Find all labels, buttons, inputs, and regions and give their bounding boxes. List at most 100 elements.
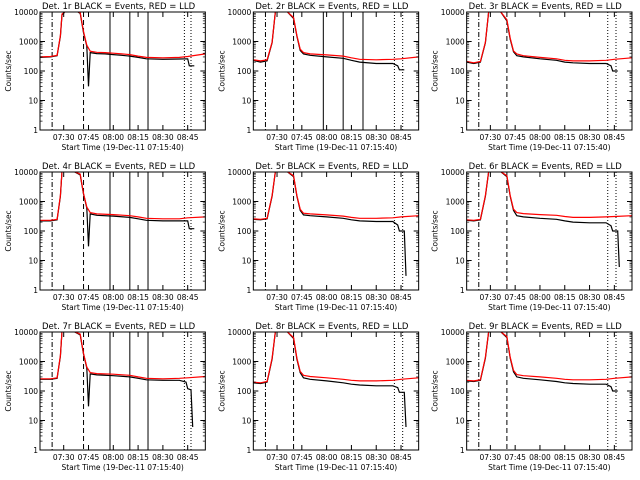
- chart-panel-9: 1 10 100 1000 10000 07:30 07:45 08:00 08:15 08:30…: [431, 322, 633, 472]
- x-tick-label: 08:00: [529, 453, 551, 462]
- y-tick-label: 10000: [227, 168, 251, 177]
- x-tick-label: 08:45: [604, 293, 626, 302]
- x-tick-label: 08:15: [341, 453, 363, 462]
- x-axis-label: Start Time (19-Dec-11 07:15:40): [61, 463, 183, 472]
- series-lld-line: [40, 332, 206, 380]
- x-tick-label: 08:30: [152, 133, 174, 142]
- plot-area: [466, 12, 632, 130]
- x-tick-label: 07:30: [480, 453, 502, 462]
- plot-frame: [466, 11, 633, 131]
- plot-area: [40, 332, 206, 450]
- x-tick-label: 07:30: [53, 453, 75, 462]
- x-tick-label: 08:45: [177, 293, 199, 302]
- plot-area: [40, 12, 206, 130]
- series-lld-line: [253, 12, 419, 62]
- y-tick-label: 10: [242, 417, 252, 426]
- y-axis-label: Counts/sec: [4, 50, 13, 91]
- x-tick-label: 08:15: [341, 133, 363, 142]
- y-tick-label: 10: [455, 257, 465, 266]
- chart-panel-7: 1 10 100 1000 10000 07:30 07:45 08:00 08:15 08:30…: [4, 322, 206, 472]
- y-tick-label: 1000: [19, 198, 38, 207]
- plot-area: [253, 12, 419, 130]
- series-lld-line: [253, 332, 419, 384]
- chart-panel-3: 1 10 100 1000 10000 07:30 07:45 08:00 08:15 08:30…: [431, 2, 633, 152]
- x-tick-label: 08:00: [102, 293, 124, 302]
- x-tick-label: 07:30: [53, 293, 75, 302]
- plot-frame: [252, 11, 420, 131]
- x-tick-label: 08:45: [604, 133, 626, 142]
- y-tick-label: 100: [237, 387, 252, 396]
- series-lld-line: [40, 172, 206, 221]
- y-axis-label: Counts/sec: [4, 370, 13, 411]
- y-tick-label: 100: [450, 67, 465, 76]
- y-tick-label: 1: [460, 126, 465, 135]
- series-events-line: [466, 332, 618, 392]
- y-tick-label: 1000: [446, 358, 465, 367]
- x-tick-label: 07:45: [504, 293, 526, 302]
- x-tick-label: 07:45: [78, 453, 100, 462]
- plot-frame: [252, 171, 420, 291]
- x-tick-label: 08:30: [579, 293, 601, 302]
- y-axis-label: Counts/sec: [431, 50, 440, 91]
- x-tick-label: 08:00: [316, 133, 338, 142]
- y-tick-label: 1000: [19, 38, 38, 47]
- x-tick-label: 07:45: [504, 133, 526, 142]
- series-lld-line: [466, 172, 632, 221]
- y-tick-label: 10000: [441, 8, 465, 17]
- plot-area: [253, 172, 419, 290]
- y-axis-label: Counts/sec: [217, 210, 226, 251]
- plot-area: [40, 172, 206, 290]
- plot-area: [466, 172, 632, 290]
- x-axis-label: Start Time (19-Dec-11 07:15:40): [488, 303, 610, 312]
- y-tick-label: 1: [247, 126, 252, 135]
- y-tick-label: 100: [237, 67, 252, 76]
- x-tick-label: 07:30: [480, 293, 502, 302]
- x-tick-label: 08:45: [390, 293, 412, 302]
- series-events-line: [40, 172, 195, 247]
- plot-frame: [39, 171, 206, 291]
- series-events-line: [40, 12, 195, 87]
- x-tick-label: 08:00: [102, 453, 124, 462]
- y-tick-label: 1: [247, 286, 252, 295]
- x-tick-label: 07:30: [266, 133, 288, 142]
- panel-title: Det. 4r BLACK = Events, RED = LLD: [42, 162, 196, 172]
- y-tick-label: 100: [450, 227, 465, 236]
- y-tick-label: 10000: [14, 8, 38, 17]
- x-tick-label: 08:00: [316, 293, 338, 302]
- y-axis-label: Counts/sec: [217, 370, 226, 411]
- plot-frame: [466, 171, 633, 291]
- panel-title: Det. 3r BLACK = Events, RED = LLD: [469, 2, 623, 12]
- chart-panel-8: 1 10 100 1000 10000 07:30 07:45 08:00 08:15 08:30…: [217, 322, 420, 472]
- plot-frame: [39, 331, 206, 451]
- y-tick-label: 10000: [14, 168, 38, 177]
- chart-panel-2: 1 10 100 1000 10000 07:30 07:45 08:00 08:15 08:30…: [217, 2, 420, 152]
- y-axis-label: Counts/sec: [4, 210, 13, 251]
- series-events-line: [253, 172, 407, 276]
- x-tick-label: 07:30: [266, 453, 288, 462]
- x-tick-label: 07:45: [291, 293, 313, 302]
- x-tick-label: 08:15: [127, 293, 149, 302]
- x-tick-label: 07:45: [291, 453, 313, 462]
- y-tick-label: 1000: [446, 38, 465, 47]
- plot-area: [466, 332, 632, 450]
- y-tick-label: 1000: [232, 358, 251, 367]
- x-tick-label: 08:15: [554, 453, 576, 462]
- panel-title: Det. 6r BLACK = Events, RED = LLD: [469, 162, 623, 172]
- y-tick-label: 10: [455, 417, 465, 426]
- y-tick-label: 1000: [232, 198, 251, 207]
- x-tick-label: 08:00: [316, 453, 338, 462]
- x-tick-label: 08:00: [529, 133, 551, 142]
- panel-title: Det. 9r BLACK = Events, RED = LLD: [469, 322, 623, 332]
- series-events-line: [253, 12, 405, 71]
- series-lld-line: [253, 172, 419, 220]
- y-tick-label: 1000: [232, 38, 251, 47]
- x-tick-label: 07:30: [53, 133, 75, 142]
- series-events-line: [466, 12, 618, 72]
- y-tick-label: 1: [460, 286, 465, 295]
- y-tick-label: 10: [455, 97, 465, 106]
- y-tick-label: 1: [247, 446, 252, 455]
- y-tick-label: 100: [24, 67, 39, 76]
- y-tick-label: 10000: [14, 328, 38, 337]
- y-tick-label: 100: [24, 227, 39, 236]
- panel-title: Det. 2r BLACK = Events, RED = LLD: [255, 2, 409, 12]
